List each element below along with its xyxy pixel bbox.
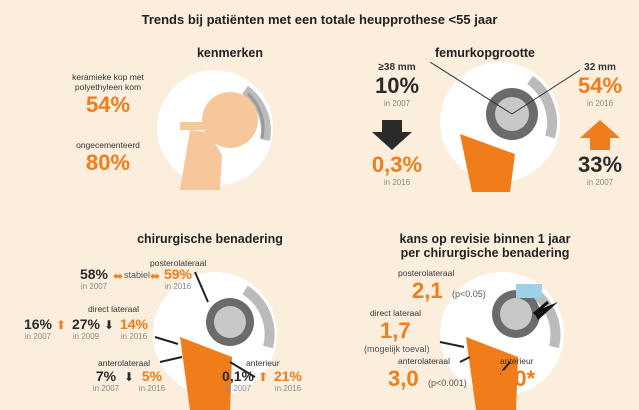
revisie-anterieur-value: 1,0* bbox=[496, 366, 536, 391]
benadering-anterolateraal-2007-year: in 2007 bbox=[92, 384, 120, 393]
hip-illustration-revisie bbox=[439, 272, 564, 410]
benadering-posterolateraal-2016-value: 59% bbox=[163, 266, 193, 282]
femurkop-left-value-2016: 0,3% bbox=[371, 152, 423, 177]
benadering-anterieur-label: anterieur bbox=[246, 358, 280, 368]
femurkop-right-size: 32 mm bbox=[584, 62, 616, 73]
femurkop-left-year-2007: in 2007 bbox=[383, 99, 411, 108]
arrow-down-icon: ⬇ bbox=[104, 318, 115, 332]
benadering-anterieur-2007-year: in 2007 bbox=[224, 384, 252, 393]
revisie-posterolateraal-label: posterolateraal bbox=[398, 268, 455, 278]
benadering-direct-lateraal-2016-value: 14% bbox=[119, 316, 149, 332]
revisie-anterolateraal-note: (p<0.001) bbox=[428, 378, 467, 388]
revisie-posterolateraal-value: 2,1 bbox=[412, 278, 443, 303]
revisie-posterolateraal-note: (p<0.05) bbox=[452, 289, 486, 299]
arrow-up-icon: ⬆ bbox=[56, 318, 67, 332]
femurkop-left-size: ≥38 mm bbox=[378, 62, 416, 73]
benadering-direct-lateraal-2007-year: in 2007 bbox=[24, 332, 52, 341]
revisie-direct-lateraal-value: 1,7 bbox=[380, 318, 411, 343]
benadering-anterolateraal-2016-value: 5% bbox=[141, 368, 163, 384]
arrow-down-icon bbox=[372, 120, 412, 150]
femurkop-left-year-2016: in 2016 bbox=[383, 178, 411, 187]
hip-illustration-femurkop bbox=[430, 62, 580, 192]
benadering-posterolateraal-2007-year: in 2007 bbox=[80, 282, 108, 291]
left-right-arrow-icon: ⬌ bbox=[113, 269, 124, 283]
benadering-anterolateraal-2007-value: 7% bbox=[95, 368, 117, 384]
arrow-up-icon bbox=[580, 120, 620, 150]
benadering-anterieur-2007-value: 0,1% bbox=[222, 368, 254, 384]
benadering-anterolateraal-2016-year: in 2016 bbox=[138, 384, 166, 393]
benadering-direct-lateraal-label: direct lateraal bbox=[88, 304, 140, 314]
femurkop-right-year-2007: in 2007 bbox=[586, 178, 614, 187]
arrow-up-icon: ⬆ bbox=[258, 370, 269, 384]
benadering-direct-lateraal-2007-value: 16% bbox=[23, 316, 53, 332]
kenmerken-item2-value: 80% bbox=[85, 150, 131, 175]
benadering-anterieur-2016-year: in 2016 bbox=[274, 384, 302, 393]
revisie-direct-lateraal-label: direct lateraal bbox=[370, 308, 422, 318]
left-right-arrow-icon: ⬌ bbox=[150, 269, 161, 283]
benadering-posterolateraal-2007-value: 58% bbox=[79, 266, 109, 282]
kenmerken-title: kenmerken bbox=[196, 46, 263, 60]
benadering-posterolateraal-trend: stabiel bbox=[124, 270, 151, 280]
femurkop-right-value-2016: 54% bbox=[577, 73, 623, 98]
benadering-direct-lateraal-2009-year: in 2009 bbox=[72, 332, 100, 341]
femurkop-right-year-2016: in 2016 bbox=[586, 99, 614, 108]
benadering-title: chirurgische benadering bbox=[137, 232, 283, 246]
revisie-anterieur-label: anterieur bbox=[500, 356, 534, 366]
benadering-posterolateraal-label: posterolateraal bbox=[150, 258, 207, 268]
revisie-anterolateraal-value: 3,0 bbox=[388, 366, 419, 391]
hip-illustration-benadering bbox=[153, 271, 277, 410]
benadering-anterolateraal-label: anterolateraal bbox=[98, 358, 150, 368]
revisie-anterolateraal-label: anterolateraal bbox=[398, 356, 450, 366]
kenmerken-item1-label: keramieke kop met polyethyleen kom bbox=[72, 72, 144, 92]
kenmerken-item2-label: ongecementeerd bbox=[76, 140, 140, 150]
femurkop-left-value-2007: 10% bbox=[374, 73, 420, 98]
arrow-down-icon: ⬇ bbox=[124, 370, 135, 384]
revisie-title-line1: kans op revisie binnen 1 jaar bbox=[399, 232, 571, 246]
page-title: Trends bij patiënten met een totale heup… bbox=[141, 12, 498, 27]
kenmerken-item1-value: 54% bbox=[85, 92, 131, 117]
hip-illustration-kenmerken bbox=[157, 70, 273, 190]
revisie-direct-lateraal-note: (mogelijk toeval) bbox=[364, 344, 430, 354]
benadering-direct-lateraal-2009-value: 27% bbox=[71, 316, 101, 332]
femurkop-title: femurkopgrootte bbox=[435, 46, 535, 60]
benadering-direct-lateraal-2016-year: in 2016 bbox=[120, 332, 148, 341]
femurkop-right-value-2007: 33% bbox=[577, 152, 623, 177]
revisie-title-line2: per chirurgische benadering bbox=[400, 246, 570, 260]
benadering-posterolateraal-2016-year: in 2016 bbox=[164, 282, 192, 291]
benadering-anterieur-2016-value: 21% bbox=[273, 368, 303, 384]
